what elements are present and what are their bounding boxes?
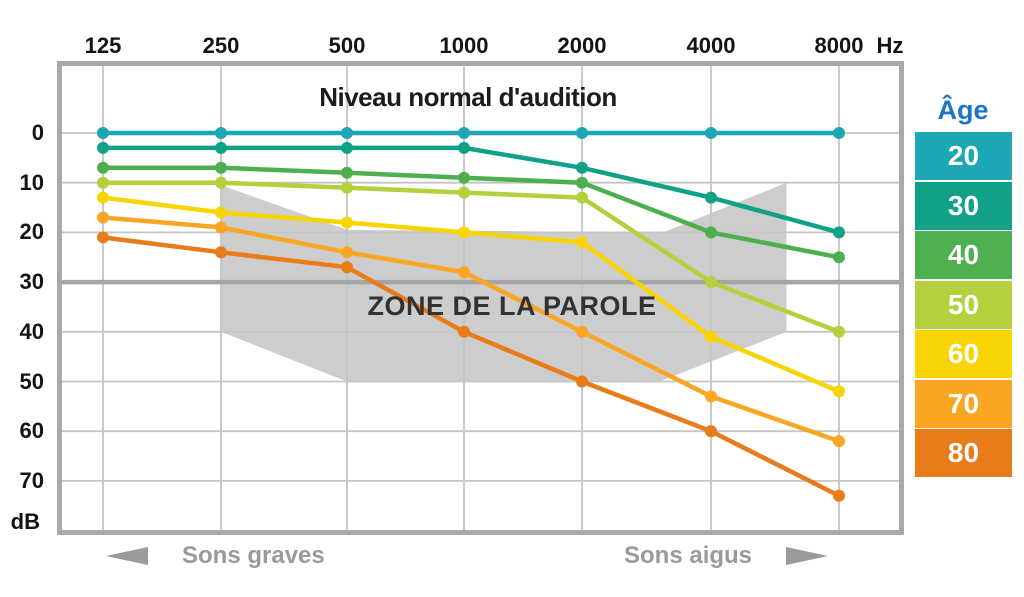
data-point-age-80-4000hz (705, 425, 717, 438)
data-point-age-30-4000hz (705, 191, 717, 204)
data-point-age-30-1000hz (458, 141, 470, 154)
data-point-age-70-125hz (97, 211, 109, 224)
data-point-age-50-250hz (215, 176, 227, 189)
data-point-age-80-2000hz (576, 375, 588, 388)
data-point-age-60-1000hz (458, 226, 470, 239)
y-tick-20: 20 (19, 219, 44, 245)
data-point-age-70-8000hz (833, 435, 845, 448)
data-point-age-60-4000hz (705, 330, 717, 343)
data-point-age-80-8000hz (833, 489, 845, 502)
high-sounds-label: Sons aigus (624, 542, 753, 569)
data-point-age-30-125hz (97, 141, 109, 154)
plot-border (57, 61, 904, 535)
x-tick-1000: 1000 (439, 33, 489, 58)
legend-row-age-30: 30 (915, 181, 1012, 230)
data-point-age-60-8000hz (833, 385, 845, 398)
y-tick-50: 50 (19, 368, 44, 394)
data-point-age-70-1000hz (458, 266, 470, 279)
x-tick-4000: 4000 (686, 33, 736, 58)
x-tick-125: 125 (84, 33, 122, 58)
data-point-age-20-1000hz (458, 127, 470, 139)
age-legend: 20 30 40 50 60 70 80 (915, 132, 1012, 479)
legend-row-age-50: 50 (915, 280, 1012, 329)
data-point-age-20-125hz (97, 127, 109, 139)
data-point-age-30-2000hz (576, 161, 588, 174)
data-point-age-40-2000hz (576, 176, 588, 189)
data-point-age-50-125hz (97, 176, 109, 189)
data-point-age-70-500hz (341, 246, 353, 259)
data-point-age-20-4000hz (705, 127, 717, 139)
data-point-age-80-500hz (341, 261, 353, 274)
data-point-age-30-250hz (215, 141, 227, 154)
y-tick-0: 0 (31, 120, 44, 145)
left-arrow-icon (106, 547, 148, 565)
data-point-age-70-2000hz (576, 325, 588, 338)
y-tick-40: 40 (19, 318, 44, 344)
data-point-age-30-500hz (341, 141, 353, 154)
data-point-age-20-2000hz (576, 127, 588, 139)
y-tick-10: 10 (19, 169, 44, 195)
data-point-age-80-125hz (97, 231, 109, 244)
low-sounds-label: Sons graves (182, 542, 325, 569)
data-point-age-40-4000hz (705, 226, 717, 239)
legend-row-age-60: 60 (915, 330, 1012, 378)
low-frequency-footer: Sons graves (106, 542, 325, 570)
legend-title: Âge (937, 95, 989, 125)
data-point-age-60-125hz (97, 191, 109, 204)
speech-zone-label: ZONE DE LA PAROLE (367, 291, 657, 321)
data-point-age-20-8000hz (833, 127, 845, 139)
x-axis-unit-label: Hz (876, 33, 904, 58)
data-point-age-60-250hz (215, 206, 227, 219)
data-point-age-40-500hz (341, 166, 353, 179)
data-point-age-70-4000hz (705, 390, 717, 403)
legend-row-age-40: 40 (915, 231, 1012, 279)
data-point-age-70-250hz (215, 221, 227, 234)
legend-row-age-80: 80 (915, 429, 1012, 477)
data-point-age-40-8000hz (833, 251, 845, 264)
x-tick-250: 250 (202, 33, 240, 58)
data-point-age-40-1000hz (458, 171, 470, 184)
legend-row-age-70: 70 (915, 379, 1012, 428)
data-point-age-80-1000hz (458, 325, 470, 338)
data-point-age-60-2000hz (576, 236, 588, 249)
data-point-age-40-125hz (97, 161, 109, 174)
data-point-age-30-8000hz (833, 226, 845, 239)
data-point-age-50-2000hz (576, 191, 588, 204)
data-point-age-20-500hz (341, 127, 353, 139)
y-tick-30: 30 (19, 269, 44, 295)
data-point-age-40-250hz (215, 161, 227, 174)
data-point-age-60-500hz (341, 216, 353, 229)
y-tick-60: 60 (19, 418, 44, 444)
x-tick-2000: 2000 (557, 33, 607, 58)
data-point-age-50-8000hz (833, 325, 845, 338)
legend-row-age-20: 20 (915, 132, 1012, 180)
y-axis-unit-label: dB (10, 509, 40, 534)
high-frequency-footer: Sons aigus (624, 542, 829, 570)
x-tick-8000: 8000 (814, 33, 864, 58)
y-tick-70: 70 (19, 467, 44, 493)
data-point-age-20-250hz (215, 127, 227, 139)
data-point-age-80-250hz (215, 246, 227, 259)
data-point-age-50-1000hz (458, 186, 470, 199)
data-point-age-50-4000hz (705, 276, 717, 289)
chart-title: Niveau normal d'audition (319, 82, 617, 112)
data-point-age-50-500hz (341, 181, 353, 194)
right-arrow-icon (786, 547, 829, 565)
x-tick-500: 500 (328, 33, 366, 58)
